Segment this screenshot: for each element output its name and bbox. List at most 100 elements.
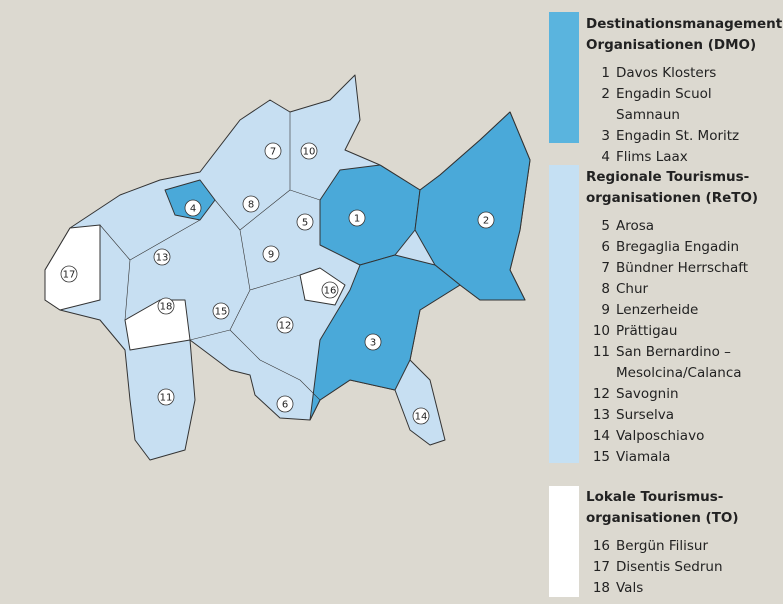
region-badge: [242, 195, 260, 213]
legend-item: 5 Arosa: [586, 216, 776, 237]
region-to: [124, 299, 191, 351]
legend-name: Engadin St. Moritz: [616, 128, 740, 144]
legend-number: 1: [601, 65, 610, 81]
legend-item: 3 Engadin St. Moritz: [586, 126, 776, 147]
legend-item: 8 Chur: [586, 279, 776, 300]
region-badge: [477, 211, 495, 229]
legend-name: Arosa: [616, 218, 655, 234]
legend-name: Disentis Sedrun: [616, 559, 723, 575]
region-number: 16: [324, 286, 337, 297]
region-badge: [157, 297, 175, 315]
legend-name: San Bernardino – Mesolcina/Calanca: [616, 344, 742, 381]
region-badge: [276, 395, 294, 413]
legend-number: 6: [601, 239, 610, 255]
legend-name: Valposchiavo: [616, 428, 705, 444]
legend-number: 14: [592, 428, 610, 444]
region-number: 7: [270, 147, 276, 158]
region-badge: [60, 265, 78, 283]
region-badge: [348, 209, 366, 227]
legend-item: 9 Lenzerheide: [586, 300, 776, 321]
region-number: 18: [160, 302, 173, 313]
region-number: 10: [303, 147, 316, 158]
legend-title-line: Regionale Tourismus-: [586, 169, 750, 185]
region-number: 9: [268, 250, 274, 261]
legend-number: 16: [592, 538, 610, 554]
legend-item: 11 San Bernardino – Mesolcina/Calanca: [586, 342, 776, 384]
legend-name: Flims Laax: [616, 149, 688, 165]
region-badge: [321, 281, 339, 299]
region-badge: [153, 248, 171, 266]
legend-name: Chur: [616, 281, 649, 297]
legend-item: 13 Surselva: [586, 405, 776, 426]
region-badge: [264, 142, 282, 160]
legend-number: 12: [592, 386, 610, 402]
legend-group-title: Destinationsmanagement- Organisationen (D…: [586, 14, 783, 56]
region-number: 5: [302, 218, 308, 229]
legend-number: 9: [601, 302, 610, 318]
legend-item: 1 Davos Klosters: [586, 63, 776, 84]
legend-name: Prättigau: [616, 323, 678, 339]
legend-title-line: Organisationen (DMO): [586, 37, 757, 53]
legend-group: Destinationsmanagement- Organisationen (D…: [586, 14, 783, 168]
legend-group: Regionale Tourismus-organisationen (ReTO…: [586, 167, 776, 468]
legend-number: 18: [592, 580, 610, 596]
legend-item: 4 Flims Laax: [586, 147, 776, 168]
legend-name: Savognin: [616, 386, 679, 402]
region-badge: [212, 302, 230, 320]
region-number: 11: [160, 393, 173, 404]
region-number: 12: [279, 321, 292, 332]
region-number: 1: [354, 214, 360, 225]
region-number: 13: [156, 253, 169, 264]
legend-number: 13: [592, 407, 610, 423]
region-badge: [296, 213, 314, 231]
legend-title-line: organisationen (TO): [586, 510, 739, 526]
legend-name: Bündner Herrschaft: [616, 260, 749, 276]
legend-name: Bergün Filisur: [616, 538, 709, 554]
legend-name: Lenzerheide: [616, 302, 699, 318]
legend-name: Engadin Scuol Samnaun: [616, 86, 712, 123]
region-number: 17: [63, 270, 76, 281]
region-dmo: [164, 179, 216, 221]
legend-number: 8: [601, 281, 610, 297]
legend-item: 10 Prättigau: [586, 321, 776, 342]
legend-name: Bregaglia Engadin: [616, 239, 740, 255]
legend-group-title: Lokale Tourismus-organisationen (TO): [586, 487, 776, 529]
legend-item: 16 Bergün Filisur: [586, 536, 776, 557]
region-number: 14: [415, 412, 428, 423]
legend-item: 17 Disentis Sedrun: [586, 557, 776, 578]
region-number: 4: [190, 204, 196, 215]
legend-item: 14 Valposchiavo: [586, 426, 776, 447]
legend-item: 6 Bregaglia Engadin: [586, 237, 776, 258]
region-dmo: [309, 254, 461, 421]
region-badge: [300, 142, 318, 160]
legend-number: 5: [601, 218, 610, 234]
region-badge: [262, 245, 280, 263]
region-border: [99, 112, 321, 401]
legend-number: 7: [601, 260, 610, 276]
region-badge: [184, 199, 202, 217]
legend-name: Vals: [616, 580, 644, 596]
legend-group-title: Regionale Tourismus-organisationen (ReTO…: [586, 167, 776, 209]
legend-number: 15: [592, 449, 610, 465]
legend-name: Surselva: [616, 407, 675, 423]
legend-item: 2 Engadin Scuol Samnaun: [586, 84, 776, 126]
region-number: 8: [248, 200, 254, 211]
legend-number: 11: [592, 344, 610, 360]
legend-swatch-dmo: [549, 12, 579, 143]
legend-item: 15 Viamala: [586, 447, 776, 468]
region-badge: [276, 316, 294, 334]
region-number: 6: [282, 400, 288, 411]
region-number: 15: [215, 307, 228, 318]
legend-number: 4: [601, 149, 610, 165]
legend-name: Viamala: [616, 449, 671, 465]
region-badge: [364, 333, 382, 351]
legend-item: 7 Bündner Herrschaft: [586, 258, 776, 279]
legend-item: 12 Savognin: [586, 384, 776, 405]
legend-group: Lokale Tourismus-organisationen (TO) 16 Be…: [586, 487, 776, 599]
region-badge: [157, 388, 175, 406]
legend-name: Davos Klosters: [616, 65, 717, 81]
legend-title-line: organisationen (ReTO): [586, 190, 759, 206]
legend-title-line: Lokale Tourismus-: [586, 489, 724, 505]
